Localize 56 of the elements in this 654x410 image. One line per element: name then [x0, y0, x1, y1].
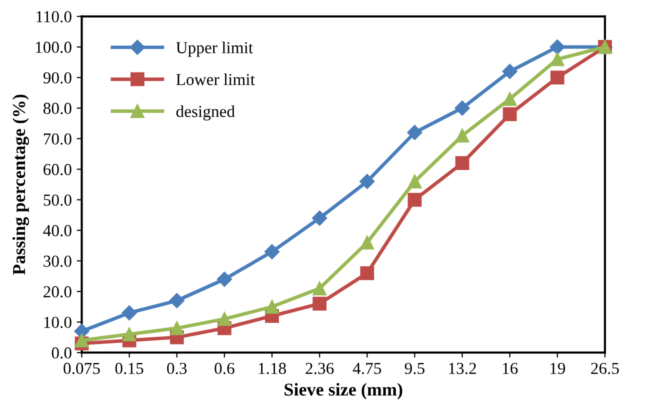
x-tick-label: 2.36: [306, 362, 334, 374]
point: [408, 174, 422, 188]
point: [454, 100, 470, 116]
point: [360, 236, 374, 250]
point: [122, 327, 136, 342]
y-tick-label: 60.0: [44, 164, 72, 176]
point: [502, 92, 517, 106]
point: [74, 333, 89, 348]
point: [312, 210, 328, 226]
legend-label: designed: [176, 105, 235, 121]
point: [455, 156, 470, 170]
point: [217, 312, 232, 326]
point: [312, 296, 327, 311]
legend-label: Upper limit: [176, 42, 253, 57]
point: [312, 281, 327, 296]
x-tick-label: 0.3: [167, 362, 187, 374]
y-tick-label: 50.0: [44, 194, 72, 206]
legend-label: Lower limit: [176, 73, 255, 86]
x-tick-label: 4.75: [352, 362, 382, 374]
point: [360, 266, 374, 280]
point: [360, 174, 375, 190]
x-tick-label: 0.6: [214, 362, 234, 374]
y-tick-label: 80.0: [43, 102, 72, 114]
point: [502, 64, 518, 79]
y-tick-label: 110.0: [36, 11, 72, 22]
x-tick-label: 19: [550, 362, 566, 374]
point: [502, 107, 517, 122]
x-tick-label: 1.18: [258, 362, 286, 374]
y-tick-label: 0.0: [52, 347, 72, 359]
x-tick-label: 26.5: [591, 362, 619, 374]
x-tick-label: 13.2: [449, 362, 476, 374]
y-tick-label: 20.0: [44, 286, 72, 298]
point: [550, 70, 564, 84]
point: [550, 39, 565, 55]
y-tick-label: 90.0: [43, 72, 72, 84]
point: [407, 124, 422, 140]
y-axis-title: Passing percentage (%): [12, 94, 29, 275]
point: [122, 305, 137, 320]
x-tick-label: 0.15: [115, 362, 144, 374]
x-axis-title: Sieve size (mm): [284, 382, 402, 400]
y-tick-label: 100.0: [36, 42, 72, 53]
x-tick-label: 16: [502, 362, 518, 374]
point: [216, 272, 232, 287]
x-tick-label: 0.075: [64, 362, 100, 374]
x-tick-label: 9.5: [404, 362, 424, 374]
y-tick-label: 40.0: [43, 225, 72, 236]
y-tick-label: 10.0: [44, 316, 72, 328]
point: [170, 321, 184, 336]
y-tick-label: 70.0: [44, 133, 72, 145]
point: [169, 293, 184, 308]
point: [408, 192, 422, 207]
point: [265, 300, 279, 314]
point: [455, 128, 470, 143]
point: [264, 244, 280, 260]
y-tick-label: 30.0: [44, 256, 72, 267]
point: [550, 52, 564, 66]
